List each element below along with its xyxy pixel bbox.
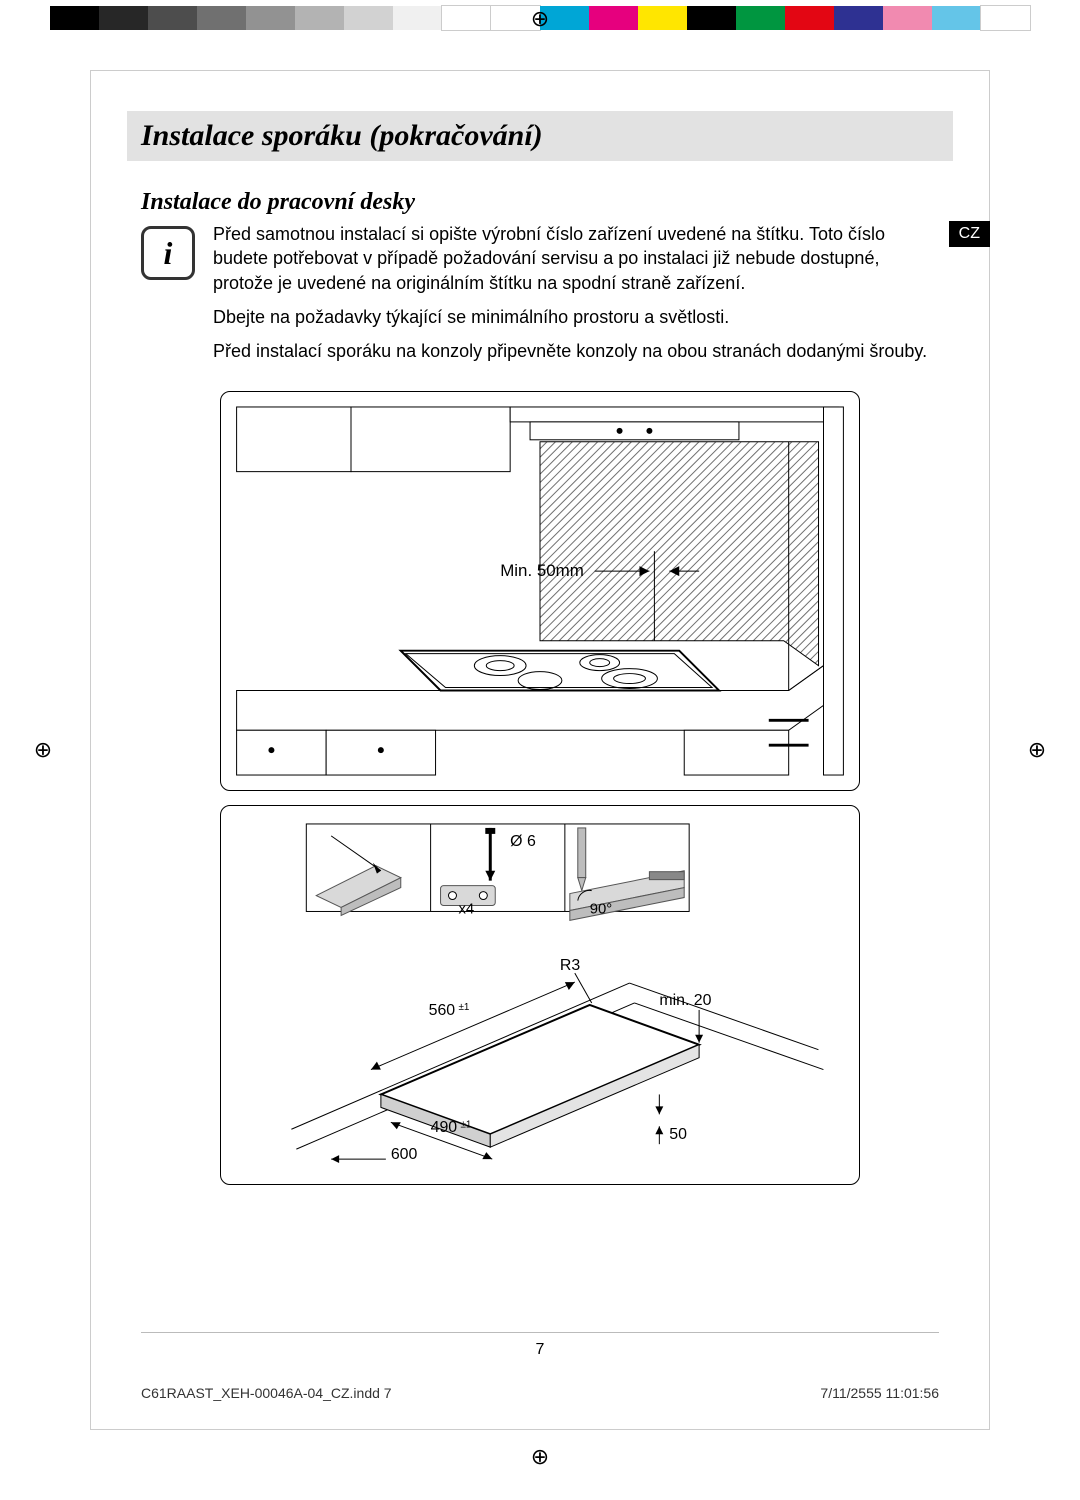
label-phi6: Ø 6 [510, 833, 536, 850]
info-block: i Před samotnou instalací si opište výro… [141, 222, 939, 373]
label-490: 490 [431, 1120, 458, 1137]
language-tab: CZ [949, 221, 990, 247]
label-50: 50 [669, 1127, 687, 1144]
label-min20: min. 20 [659, 992, 711, 1009]
page-title: Instalace sporáku (pokračování) [141, 119, 939, 153]
registration-mark-icon: ⊕ [527, 1444, 553, 1470]
diagram-cutout: Ø 6 x4 90° R3 [220, 805, 860, 1185]
diagram-kitchen: Min. 50mm [220, 391, 860, 791]
body-text: Před samotnou instalací si opište výrobn… [213, 222, 939, 373]
page-footer: 7 [141, 1332, 939, 1359]
page-number: 7 [536, 1341, 545, 1358]
registration-mark-icon: ⊕ [30, 737, 56, 763]
registration-mark-icon: ⊕ [527, 6, 553, 32]
paragraph: Před instalací sporáku na konzoly připev… [213, 339, 939, 363]
section-heading: Instalace do pracovní desky [141, 189, 939, 216]
label-min50: Min. 50mm [500, 562, 584, 581]
registration-mark-icon: ⊕ [1024, 737, 1050, 763]
footer-file: C61RAAST_XEH-00046A-04_CZ.indd 7 [141, 1385, 392, 1401]
label-560: 560 [429, 1002, 456, 1019]
label-490tol: ±1 [460, 1120, 471, 1131]
paragraph: Dbejte na požadavky týkající se minimáln… [213, 305, 939, 329]
label-x4: x4 [458, 902, 474, 918]
print-footer: C61RAAST_XEH-00046A-04_CZ.indd 7 7/11/25… [141, 1385, 939, 1401]
paragraph: Před samotnou instalací si opište výrobn… [213, 222, 939, 295]
footer-timestamp: 7/11/2555 11:01:56 [820, 1385, 939, 1401]
label-600: 600 [391, 1147, 418, 1164]
page-frame: Instalace sporáku (pokračování) CZ Insta… [90, 70, 990, 1430]
label-deg90: 90° [590, 902, 613, 918]
info-icon: i [141, 226, 195, 280]
title-band: Instalace sporáku (pokračování) [127, 111, 953, 161]
label-r3: R3 [560, 958, 580, 975]
label-560tol: ±1 [458, 1002, 469, 1013]
